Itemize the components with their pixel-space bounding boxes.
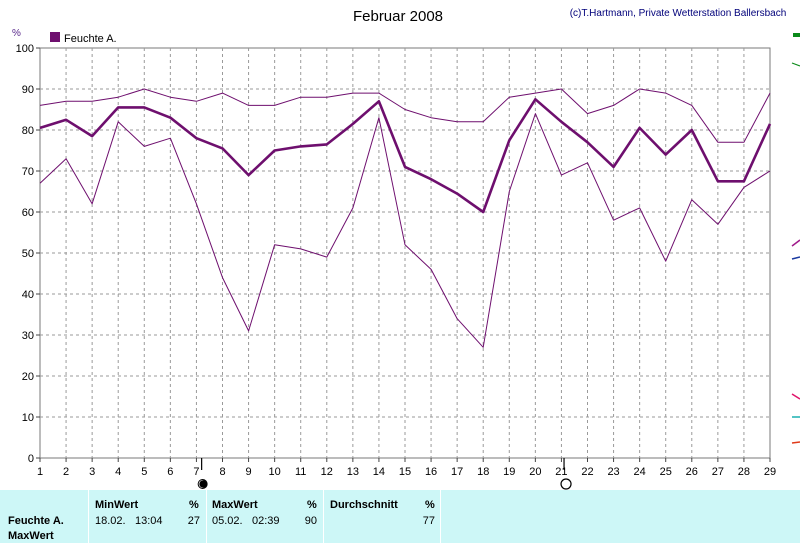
- y-tick-label: 50: [22, 248, 34, 260]
- x-tick-label: 14: [373, 466, 385, 478]
- statistics-panel: [0, 490, 800, 543]
- series-line-max: [39, 88, 771, 143]
- panel-divider: [440, 490, 441, 543]
- x-tick-label: 29: [764, 466, 776, 478]
- x-tick-label: 16: [425, 466, 437, 478]
- min-unit: %: [189, 499, 199, 511]
- max-value: 90: [304, 515, 317, 527]
- y-tick-label: 60: [22, 207, 34, 219]
- y-tick-label: 10: [22, 412, 34, 424]
- x-tick-label: 26: [686, 466, 698, 478]
- x-tick-label: 28: [738, 466, 750, 478]
- x-axis: 1 2 3 4 5 6 7 8 9 10 11 12 13 14 15 16 17 18 19 20 21 22 23 24 2…: [37, 458, 776, 478]
- x-tick-label: 7: [193, 466, 199, 478]
- legend-label: Feuchte A.: [64, 33, 117, 45]
- y-tick-label: 0: [28, 453, 34, 465]
- x-tick-label: 4: [115, 466, 121, 478]
- x-tick-label: 25: [660, 466, 672, 478]
- credit-text: (c)T.Hartmann, Private Wetterstation Bal…: [570, 8, 787, 19]
- x-tick-label: 21: [555, 466, 567, 478]
- new-moon-fill: [199, 480, 207, 488]
- avg-header: Durchschnitt: [330, 499, 398, 511]
- panel-divider: [88, 490, 89, 543]
- x-tick-label: 10: [269, 466, 281, 478]
- x-tick-label: 2: [63, 466, 69, 478]
- x-tick-label: 3: [89, 466, 95, 478]
- series-line-mean: [39, 98, 772, 214]
- x-tick-label: 8: [219, 466, 225, 478]
- min-date: 18.02.: [95, 515, 126, 527]
- avg-value: 77: [422, 515, 435, 527]
- chart-title: Februar 2008: [353, 8, 443, 25]
- x-tick-label: 19: [503, 466, 515, 478]
- max-date: 05.02.: [212, 515, 243, 527]
- x-tick-label: 23: [607, 466, 619, 478]
- grid: [40, 48, 770, 458]
- series-line-min: [39, 113, 771, 348]
- min-header: MinWert: [95, 499, 139, 511]
- max-time: 02:39: [252, 515, 280, 527]
- x-tick-label: 11: [295, 466, 306, 478]
- min-value: 27: [187, 515, 200, 527]
- x-tick-label: 22: [581, 466, 593, 478]
- min-time: 13:04: [135, 515, 163, 527]
- x-tick-label: 12: [321, 466, 333, 478]
- max-header: MaxWert: [212, 499, 258, 511]
- y-tick-label: 80: [22, 125, 34, 137]
- avg-unit: %: [425, 499, 435, 511]
- series-lines: [39, 88, 772, 348]
- y-tick-label: 20: [22, 371, 34, 383]
- legend-swatch: [50, 32, 60, 42]
- x-tick-label: 5: [141, 466, 147, 478]
- panel-divider: [323, 490, 324, 543]
- x-tick-label: 15: [399, 466, 411, 478]
- right-edge-fragments: [791, 33, 800, 444]
- moon-phase-markers: [197, 458, 572, 490]
- y-axis: 0 10 20 30 40 50 60 70 80 90 100: [16, 43, 40, 465]
- row-label-secondary: MaxWert: [8, 530, 54, 542]
- x-tick-label: 17: [451, 466, 463, 478]
- y-axis-unit: %: [12, 28, 21, 39]
- y-tick-label: 100: [16, 43, 34, 55]
- y-tick-label: 30: [22, 330, 34, 342]
- x-tick-label: 27: [712, 466, 724, 478]
- max-unit: %: [307, 499, 317, 511]
- y-tick-label: 70: [22, 166, 34, 178]
- y-tick-label: 40: [22, 289, 34, 301]
- x-tick-label: 24: [634, 466, 646, 478]
- full-moon-icon: [560, 478, 572, 490]
- x-tick-label: 13: [347, 466, 359, 478]
- x-tick-label: 9: [246, 466, 252, 478]
- y-tick-label: 90: [22, 84, 34, 96]
- panel-divider: [206, 490, 207, 543]
- x-tick-label: 20: [529, 466, 541, 478]
- x-tick-label: 18: [477, 466, 489, 478]
- x-tick-label: 6: [167, 466, 173, 478]
- x-tick-label: 1: [37, 466, 43, 478]
- row-label: Feuchte A.: [8, 515, 64, 527]
- humidity-chart: Februar 2008 (c)T.Hartmann, Private Wett…: [12, 8, 800, 490]
